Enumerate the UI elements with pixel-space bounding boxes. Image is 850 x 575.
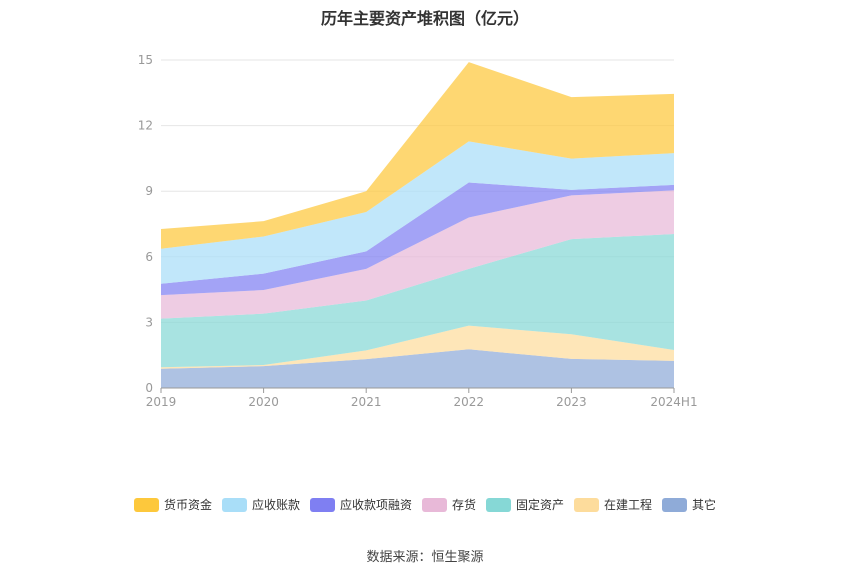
area-series-在建工程 [161,325,674,369]
legend-item[interactable]: 货币资金 [133,496,212,513]
area-series-固定资产 [161,234,674,368]
legend-item[interactable]: 应收账款 [221,496,300,513]
y-tick-label: 12 [138,119,153,133]
x-tick-label: 2022 [454,395,485,409]
y-tick-label: 9 [145,184,153,198]
legend-label: 其它 [692,498,717,512]
legend-swatch [221,497,247,512]
area-series-存货 [161,190,674,319]
legend-swatch [421,497,447,512]
area-series-货币资金 [161,62,674,249]
area-series-应收账款 [161,141,674,284]
legend-item[interactable]: 存货 [421,496,476,513]
legend-label: 固定资产 [516,498,565,512]
x-tick-label: 2024H1 [650,395,697,409]
legend-swatch [486,497,511,512]
legend-swatch [574,497,600,512]
chart-title: 历年主要资产堆积图（亿元） [320,9,529,28]
y-tick-label: 3 [145,315,153,329]
legend-label: 存货 [451,498,476,512]
legend-swatch [309,497,335,512]
legend-label: 应收款项融资 [339,498,412,512]
x-tick-label: 2023 [556,395,587,409]
legend-item[interactable]: 在建工程 [574,496,652,513]
legend-swatch [662,497,688,512]
x-tick-label: 2020 [248,395,279,409]
legend-swatch [133,497,159,512]
y-tick-label: 0 [145,381,153,395]
legend-label: 在建工程 [604,498,653,512]
area-series-应收款项融资 [161,182,674,296]
area-series-其它 [161,349,674,388]
x-tick-label: 2021 [351,395,382,409]
legend-label: 应收账款 [251,498,300,512]
data-source-note: 数据来源：恒生聚源 [366,550,484,565]
y-tick-label: 6 [145,250,153,264]
legend-item[interactable]: 应收款项融资 [309,496,412,513]
legend-item[interactable]: 固定资产 [486,496,564,513]
y-tick-label: 15 [138,53,153,67]
chart-legend: 货币资金 应收账款 应收款项融资 存货 固定资产 在建工程 其它 [0,496,850,513]
x-tick-label: 2019 [146,395,177,409]
legend-item[interactable]: 其它 [662,496,716,513]
legend-label: 货币资金 [163,498,212,512]
